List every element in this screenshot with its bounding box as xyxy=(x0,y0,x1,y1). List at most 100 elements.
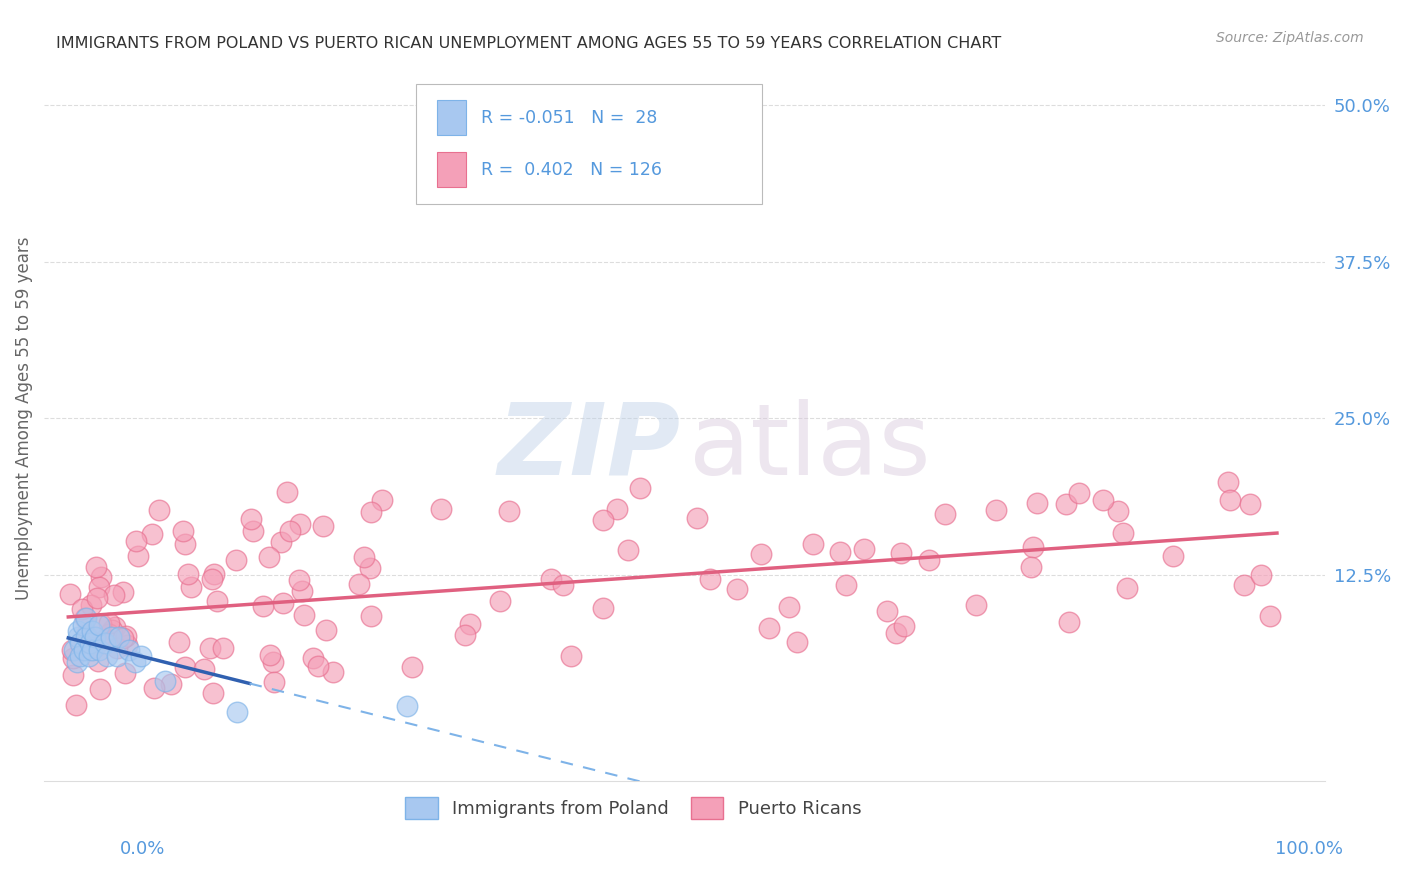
Point xyxy=(173,537,195,551)
Point xyxy=(129,648,152,663)
Point xyxy=(87,654,110,668)
Point xyxy=(90,616,112,631)
Point xyxy=(201,572,224,586)
Point xyxy=(965,599,987,613)
Point xyxy=(276,485,298,500)
Point xyxy=(347,577,370,591)
Point xyxy=(176,567,198,582)
Point xyxy=(1021,559,1043,574)
Point xyxy=(80,598,103,612)
Point xyxy=(98,626,121,640)
Point xyxy=(498,504,520,518)
Y-axis label: Unemployment Among Ages 55 to 59 years: Unemployment Among Ages 55 to 59 years xyxy=(15,236,32,599)
Point xyxy=(70,635,93,649)
FancyBboxPatch shape xyxy=(437,100,465,135)
Point xyxy=(148,503,170,517)
Point xyxy=(884,626,907,640)
Point xyxy=(592,513,614,527)
Point xyxy=(63,642,86,657)
Point xyxy=(93,632,115,646)
Point xyxy=(73,611,96,625)
Point xyxy=(69,648,91,663)
Point xyxy=(141,527,163,541)
Text: 0.0%: 0.0% xyxy=(120,840,165,858)
Point xyxy=(72,617,94,632)
Point xyxy=(401,660,423,674)
Point xyxy=(315,623,337,637)
Point xyxy=(1116,581,1139,595)
Point xyxy=(307,659,329,673)
Point xyxy=(75,611,97,625)
Point xyxy=(225,553,247,567)
Point xyxy=(180,580,202,594)
Text: R = -0.051   N =  28: R = -0.051 N = 28 xyxy=(481,109,658,127)
Point xyxy=(395,698,418,713)
Point xyxy=(212,641,235,656)
Point xyxy=(1059,615,1081,630)
Point xyxy=(59,587,82,601)
Point xyxy=(853,541,876,556)
Point xyxy=(288,516,311,531)
Point xyxy=(685,511,707,525)
Point xyxy=(62,667,84,681)
Point xyxy=(114,665,136,680)
Point xyxy=(1091,493,1114,508)
Point xyxy=(454,628,477,642)
Point xyxy=(66,630,89,644)
Legend: Immigrants from Poland, Puerto Ricans: Immigrants from Poland, Puerto Ricans xyxy=(398,790,869,826)
Point xyxy=(112,585,135,599)
Point xyxy=(142,681,165,695)
Point xyxy=(370,492,392,507)
Point xyxy=(699,572,721,586)
Point xyxy=(160,676,183,690)
Point xyxy=(226,705,249,719)
Point xyxy=(934,507,956,521)
Point xyxy=(801,537,824,551)
Point xyxy=(360,505,382,519)
Point xyxy=(193,662,215,676)
Point xyxy=(1258,608,1281,623)
Point xyxy=(288,573,311,587)
Point xyxy=(489,593,512,607)
Point xyxy=(202,566,225,581)
Point xyxy=(1021,540,1043,554)
Point xyxy=(82,624,104,638)
Point xyxy=(560,649,582,664)
Point xyxy=(271,595,294,609)
Point xyxy=(100,630,122,644)
Point xyxy=(262,656,284,670)
Text: ZIP: ZIP xyxy=(498,399,681,496)
Point xyxy=(617,542,640,557)
Text: IMMIGRANTS FROM POLAND VS PUERTO RICAN UNEMPLOYMENT AMONG AGES 55 TO 59 YEARS CO: IMMIGRANTS FROM POLAND VS PUERTO RICAN U… xyxy=(56,36,1001,51)
Point xyxy=(70,602,93,616)
Point xyxy=(240,512,263,526)
Point xyxy=(353,550,375,565)
Point xyxy=(257,550,280,565)
Text: 100.0%: 100.0% xyxy=(1275,840,1343,858)
Point xyxy=(172,524,194,538)
Point xyxy=(75,628,97,642)
Point xyxy=(201,685,224,699)
Point xyxy=(66,624,89,638)
Point xyxy=(112,631,135,645)
Point xyxy=(628,481,651,495)
Point xyxy=(87,580,110,594)
Point xyxy=(242,524,264,538)
Point xyxy=(1219,492,1241,507)
Text: Source: ZipAtlas.com: Source: ZipAtlas.com xyxy=(1216,31,1364,45)
Point xyxy=(75,630,97,644)
Point xyxy=(1054,497,1077,511)
FancyBboxPatch shape xyxy=(416,84,762,204)
Point xyxy=(101,623,124,637)
Point xyxy=(104,620,127,634)
Point xyxy=(984,503,1007,517)
Point xyxy=(79,636,101,650)
Point xyxy=(118,642,141,657)
Point xyxy=(66,655,89,669)
Point xyxy=(876,604,898,618)
Point xyxy=(322,665,344,680)
Point xyxy=(360,609,382,624)
Point xyxy=(312,518,335,533)
Point xyxy=(835,578,858,592)
Point xyxy=(167,635,190,649)
